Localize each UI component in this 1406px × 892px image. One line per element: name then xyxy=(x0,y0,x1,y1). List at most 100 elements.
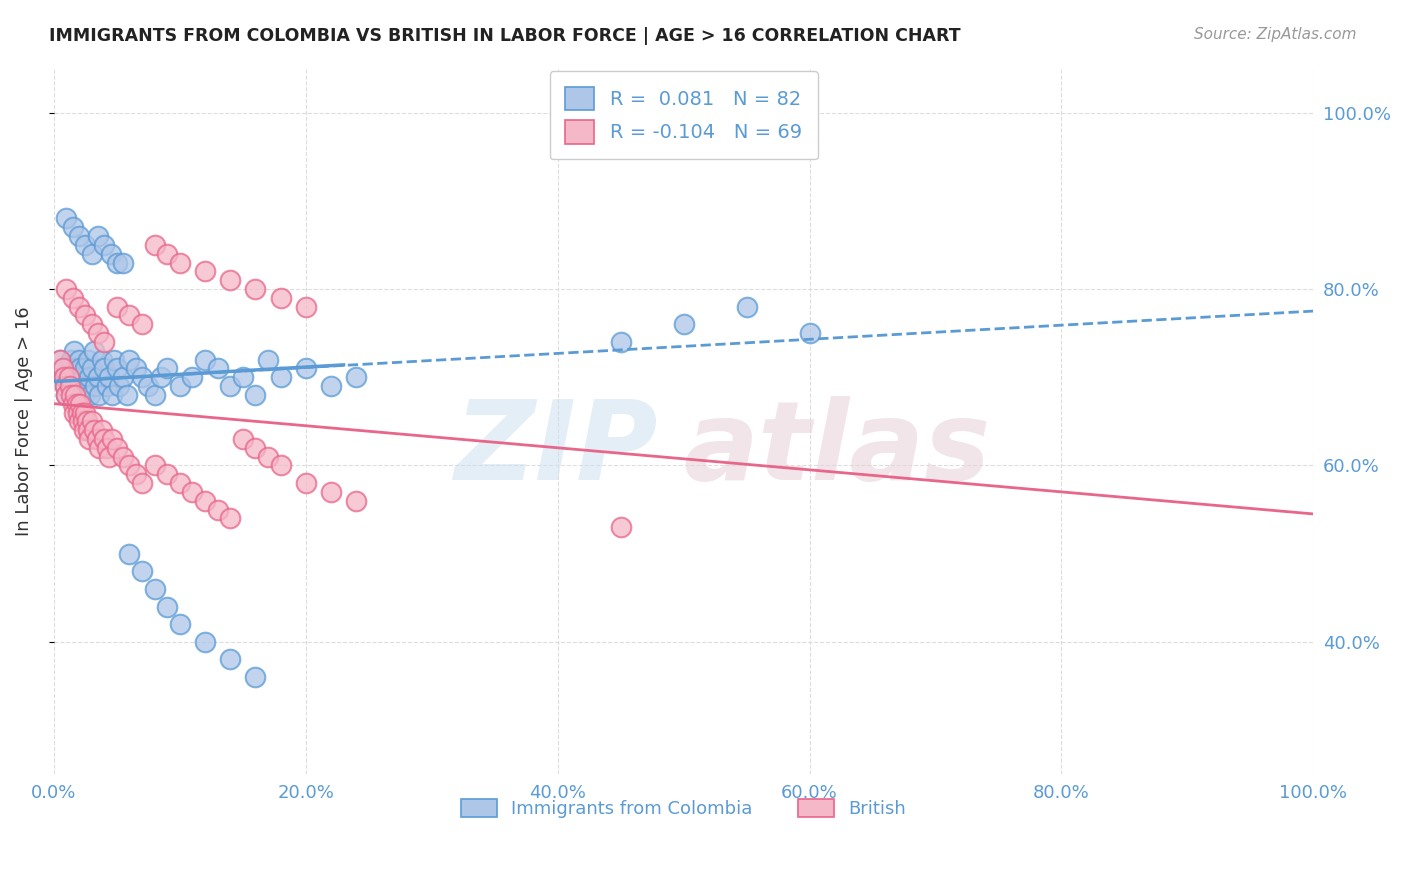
Point xyxy=(76,423,98,437)
Point xyxy=(98,370,121,384)
Point xyxy=(90,352,112,367)
Point xyxy=(609,520,631,534)
Point xyxy=(156,361,179,376)
Point xyxy=(118,309,141,323)
Point xyxy=(294,361,316,376)
Point xyxy=(83,423,105,437)
Point xyxy=(108,379,131,393)
Point xyxy=(76,352,98,367)
Point xyxy=(294,300,316,314)
Point xyxy=(118,547,141,561)
Point xyxy=(131,476,153,491)
Point xyxy=(69,361,91,376)
Point xyxy=(67,352,90,367)
Point xyxy=(105,441,128,455)
Point xyxy=(52,370,75,384)
Y-axis label: In Labor Force | Age > 16: In Labor Force | Age > 16 xyxy=(15,307,32,536)
Point xyxy=(69,397,91,411)
Point xyxy=(136,379,159,393)
Point xyxy=(65,388,87,402)
Point xyxy=(319,379,342,393)
Point xyxy=(65,361,87,376)
Point xyxy=(65,379,87,393)
Point xyxy=(89,388,111,402)
Point xyxy=(194,635,217,649)
Point xyxy=(245,670,267,684)
Point xyxy=(232,370,254,384)
Point xyxy=(672,318,695,332)
Point xyxy=(66,397,89,411)
Point xyxy=(112,370,135,384)
Point xyxy=(105,300,128,314)
Point xyxy=(156,467,179,482)
Point xyxy=(59,379,82,393)
Point xyxy=(52,361,75,376)
Point xyxy=(93,432,115,446)
Point xyxy=(115,388,138,402)
Point xyxy=(131,370,153,384)
Point xyxy=(80,318,103,332)
Point xyxy=(87,229,110,244)
Text: atlas: atlas xyxy=(683,396,991,503)
Point xyxy=(67,414,90,428)
Point xyxy=(52,370,75,384)
Point xyxy=(169,476,191,491)
Point xyxy=(257,352,280,367)
Point xyxy=(93,238,115,252)
Point xyxy=(70,379,93,393)
Point xyxy=(77,432,100,446)
Legend: Immigrants from Colombia, British: Immigrants from Colombia, British xyxy=(454,791,914,825)
Point xyxy=(89,441,111,455)
Point xyxy=(319,484,342,499)
Point xyxy=(245,388,267,402)
Point xyxy=(98,450,121,464)
Point xyxy=(63,343,86,358)
Point xyxy=(63,405,86,419)
Point xyxy=(194,264,217,278)
Point xyxy=(67,370,90,384)
Point xyxy=(344,493,367,508)
Point xyxy=(73,388,96,402)
Point xyxy=(52,361,75,376)
Point xyxy=(87,370,110,384)
Point xyxy=(118,458,141,473)
Point xyxy=(53,379,76,393)
Point xyxy=(156,599,179,614)
Point xyxy=(105,361,128,376)
Point xyxy=(62,388,84,402)
Point xyxy=(93,334,115,349)
Point xyxy=(143,388,166,402)
Point xyxy=(143,582,166,596)
Point xyxy=(169,617,191,632)
Point xyxy=(125,361,148,376)
Point xyxy=(112,450,135,464)
Point xyxy=(207,361,229,376)
Point xyxy=(169,255,191,269)
Point xyxy=(62,220,84,235)
Point xyxy=(156,246,179,260)
Point xyxy=(100,432,122,446)
Point xyxy=(96,441,118,455)
Point xyxy=(49,352,72,367)
Point xyxy=(270,291,292,305)
Point xyxy=(181,484,204,499)
Point xyxy=(62,370,84,384)
Point xyxy=(60,388,83,402)
Point xyxy=(75,361,97,376)
Point xyxy=(194,352,217,367)
Point xyxy=(131,564,153,578)
Point xyxy=(112,255,135,269)
Point xyxy=(169,379,191,393)
Point xyxy=(84,379,107,393)
Point xyxy=(219,379,242,393)
Point xyxy=(80,414,103,428)
Point xyxy=(125,467,148,482)
Point xyxy=(67,300,90,314)
Point xyxy=(90,423,112,437)
Point xyxy=(207,502,229,516)
Point xyxy=(245,441,267,455)
Point xyxy=(65,397,87,411)
Point xyxy=(83,343,105,358)
Point xyxy=(55,211,77,226)
Point xyxy=(219,511,242,525)
